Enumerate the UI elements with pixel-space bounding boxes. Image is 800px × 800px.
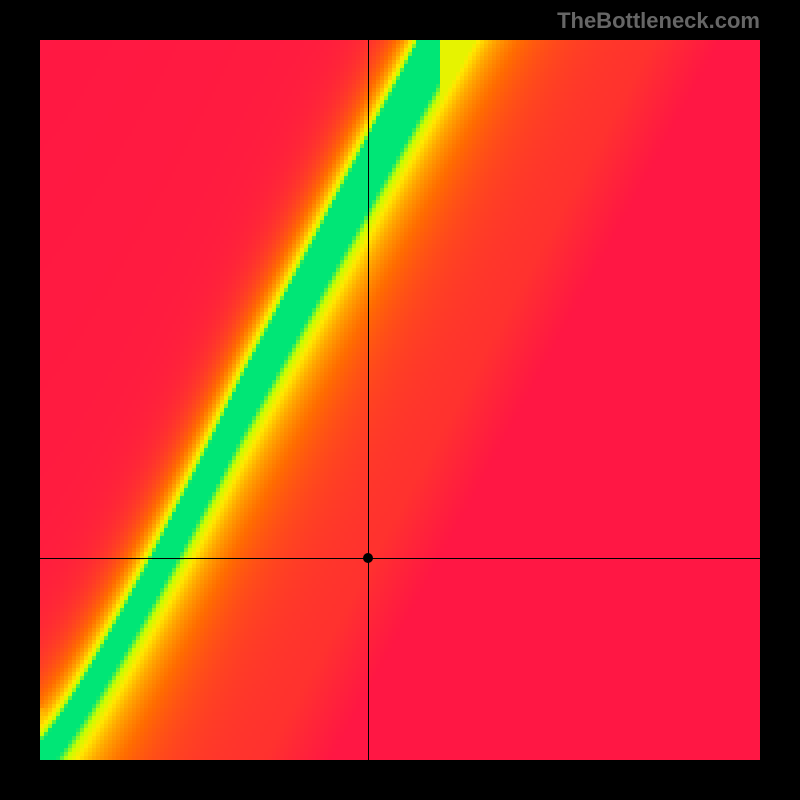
heatmap-canvas [40, 40, 760, 760]
crosshair-horizontal [40, 558, 760, 559]
crosshair-marker [363, 553, 373, 563]
heatmap-plot [40, 40, 760, 760]
watermark-text: TheBottleneck.com [557, 8, 760, 34]
crosshair-vertical [368, 40, 369, 760]
